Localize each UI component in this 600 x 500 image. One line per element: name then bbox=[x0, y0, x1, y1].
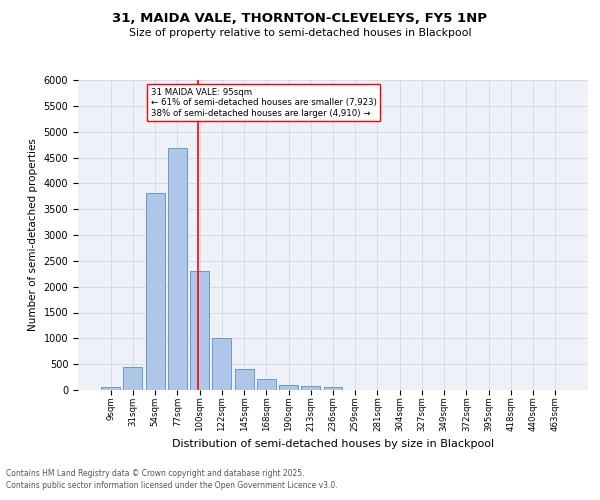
Bar bbox=[212, 338, 231, 390]
Bar bbox=[146, 192, 164, 390]
Text: Contains HM Land Registry data © Crown copyright and database right 2025.: Contains HM Land Registry data © Crown c… bbox=[6, 468, 305, 477]
Bar bbox=[301, 386, 320, 390]
X-axis label: Distribution of semi-detached houses by size in Blackpool: Distribution of semi-detached houses by … bbox=[172, 440, 494, 450]
Text: Size of property relative to semi-detached houses in Blackpool: Size of property relative to semi-detach… bbox=[129, 28, 471, 38]
Bar bbox=[168, 148, 187, 390]
Bar bbox=[101, 388, 120, 390]
Y-axis label: Number of semi-detached properties: Number of semi-detached properties bbox=[28, 138, 38, 332]
Bar bbox=[124, 368, 142, 390]
Bar bbox=[257, 379, 276, 390]
Text: 31 MAIDA VALE: 95sqm
← 61% of semi-detached houses are smaller (7,923)
38% of se: 31 MAIDA VALE: 95sqm ← 61% of semi-detac… bbox=[151, 88, 377, 118]
Bar bbox=[323, 388, 343, 390]
Text: Contains public sector information licensed under the Open Government Licence v3: Contains public sector information licen… bbox=[6, 481, 338, 490]
Bar bbox=[279, 386, 298, 390]
Text: 31, MAIDA VALE, THORNTON-CLEVELEYS, FY5 1NP: 31, MAIDA VALE, THORNTON-CLEVELEYS, FY5 … bbox=[113, 12, 487, 26]
Bar bbox=[190, 271, 209, 390]
Bar bbox=[235, 369, 254, 390]
